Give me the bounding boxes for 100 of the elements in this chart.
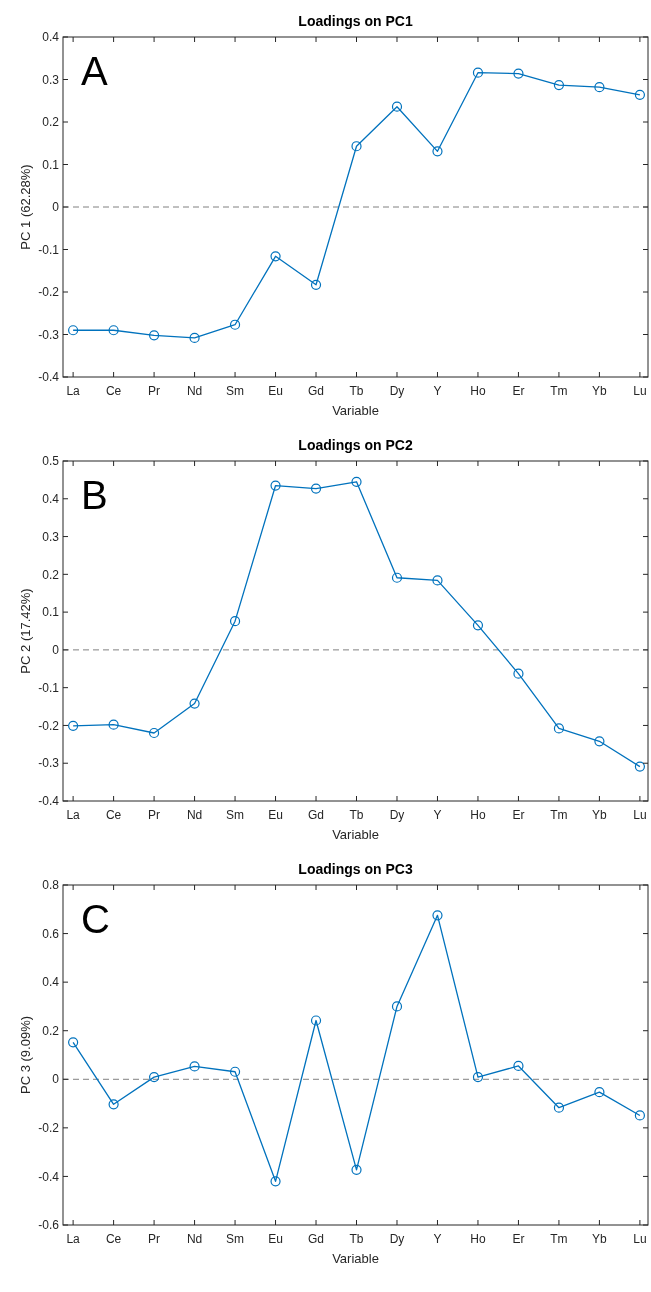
point bbox=[351, 141, 362, 152]
x-tick-label: Tm bbox=[550, 1232, 568, 1246]
point bbox=[229, 319, 241, 330]
point bbox=[432, 575, 443, 586]
x-tick-label: Tb bbox=[349, 1232, 364, 1246]
point bbox=[594, 1087, 605, 1098]
x-tick-label: Ce bbox=[105, 1232, 122, 1246]
point bbox=[432, 910, 443, 921]
x-tick-label: Dy bbox=[389, 384, 405, 398]
y-axis-title: PC 1 (62.28%) bbox=[18, 164, 33, 250]
point bbox=[594, 82, 605, 93]
y-tick-label: 0.1 bbox=[42, 605, 60, 620]
point bbox=[270, 251, 281, 262]
x-tick-label: Lu bbox=[633, 1232, 647, 1246]
x-tick-label: Ho bbox=[470, 1232, 486, 1246]
point bbox=[634, 89, 645, 100]
y-tick-label: 0 bbox=[52, 200, 60, 215]
point bbox=[594, 736, 605, 747]
point bbox=[270, 1176, 281, 1187]
point bbox=[634, 761, 645, 772]
x-axis-title: Variable bbox=[332, 1251, 379, 1266]
x-tick-label: Tm bbox=[550, 384, 568, 398]
point bbox=[310, 279, 322, 290]
y-tick-label: -0.2 bbox=[38, 285, 60, 300]
chart-title: Loadings on PC1 bbox=[298, 13, 413, 29]
point bbox=[553, 79, 565, 91]
x-tick-label: Lu bbox=[633, 808, 647, 822]
x-tick-label: Eu bbox=[268, 808, 283, 822]
y-axis-title: PC 3 (9.09%) bbox=[18, 1015, 33, 1095]
x-tick-label: Dy bbox=[389, 1232, 405, 1246]
y-tick-label: 0.6 bbox=[42, 926, 60, 941]
x-tick-label: Tb bbox=[349, 384, 364, 398]
x-tick-label: Gd bbox=[308, 1232, 325, 1246]
x-tick-label: Lu bbox=[633, 384, 647, 398]
point bbox=[108, 1099, 119, 1110]
x-tick-label: Nd bbox=[186, 1232, 203, 1246]
point bbox=[310, 483, 322, 494]
x-tick-label: Y bbox=[433, 808, 442, 822]
point bbox=[513, 1060, 524, 1072]
y-tick-label: -0.2 bbox=[38, 1121, 60, 1136]
x-tick-label: Y bbox=[433, 1232, 442, 1246]
point bbox=[513, 68, 524, 79]
x-tick-label: Ho bbox=[470, 384, 486, 398]
x-tick-label: La bbox=[66, 808, 81, 822]
x-tick-label: Gd bbox=[308, 384, 325, 398]
point bbox=[108, 719, 119, 730]
x-tick-label: Ce bbox=[105, 808, 122, 822]
y-tick-label: 0.8 bbox=[42, 878, 60, 893]
x-tick-label: Dy bbox=[389, 808, 405, 822]
point bbox=[472, 67, 484, 78]
point bbox=[68, 325, 79, 336]
annotation: C bbox=[81, 897, 110, 941]
y-tick-label: -0.4 bbox=[38, 370, 60, 385]
point bbox=[351, 1164, 362, 1175]
y-tick-label: 0.5 bbox=[42, 454, 60, 469]
y-tick-label: 0 bbox=[52, 1072, 60, 1087]
point bbox=[513, 668, 524, 679]
point bbox=[634, 1110, 645, 1121]
y-tick-label: 0.1 bbox=[42, 157, 60, 172]
x-tick-label: Eu bbox=[268, 1232, 283, 1246]
y-tick-label: 0.4 bbox=[42, 975, 60, 990]
point bbox=[553, 1102, 565, 1113]
x-tick-label: Nd bbox=[186, 808, 203, 822]
point bbox=[391, 101, 403, 112]
annotation: B bbox=[81, 473, 108, 517]
y-tick-label: -0.3 bbox=[38, 327, 60, 342]
point bbox=[189, 332, 200, 343]
x-tick-label: La bbox=[66, 384, 81, 398]
y-tick-label: 0 bbox=[52, 643, 60, 658]
x-tick-label: La bbox=[66, 1232, 81, 1246]
y-tick-label: 0.2 bbox=[42, 567, 60, 582]
x-tick-label: Tm bbox=[550, 808, 568, 822]
x-tick-label: Sm bbox=[226, 384, 245, 398]
x-tick-label: Sm bbox=[226, 1232, 245, 1246]
y-tick-label: -0.6 bbox=[38, 1218, 60, 1233]
x-tick-label: Nd bbox=[186, 384, 203, 398]
x-tick-label: Er bbox=[512, 384, 525, 398]
point bbox=[472, 1072, 484, 1083]
point bbox=[68, 720, 79, 731]
y-tick-label: 0.4 bbox=[42, 30, 60, 45]
y-tick-label: 0.3 bbox=[42, 72, 60, 87]
y-tick-label: 0.2 bbox=[42, 115, 60, 130]
point bbox=[553, 723, 565, 734]
x-tick-label: Yb bbox=[592, 384, 608, 398]
x-tick-label: Yb bbox=[592, 808, 608, 822]
x-tick-label: Yb bbox=[592, 1232, 608, 1246]
point bbox=[391, 572, 403, 583]
point bbox=[229, 1066, 241, 1077]
y-tick-label: -0.1 bbox=[38, 242, 60, 257]
y-tick-label: -0.2 bbox=[38, 718, 60, 733]
y-tick-label: -0.3 bbox=[38, 756, 60, 771]
x-tick-label: Y bbox=[433, 384, 442, 398]
point bbox=[189, 698, 200, 709]
x-tick-label: Tb bbox=[349, 808, 364, 822]
x-tick-label: Ho bbox=[470, 808, 486, 822]
point bbox=[391, 1001, 403, 1012]
y-tick-label: -0.4 bbox=[38, 794, 60, 809]
x-tick-label: Pr bbox=[148, 808, 161, 822]
point bbox=[148, 1072, 160, 1083]
point bbox=[148, 727, 160, 739]
